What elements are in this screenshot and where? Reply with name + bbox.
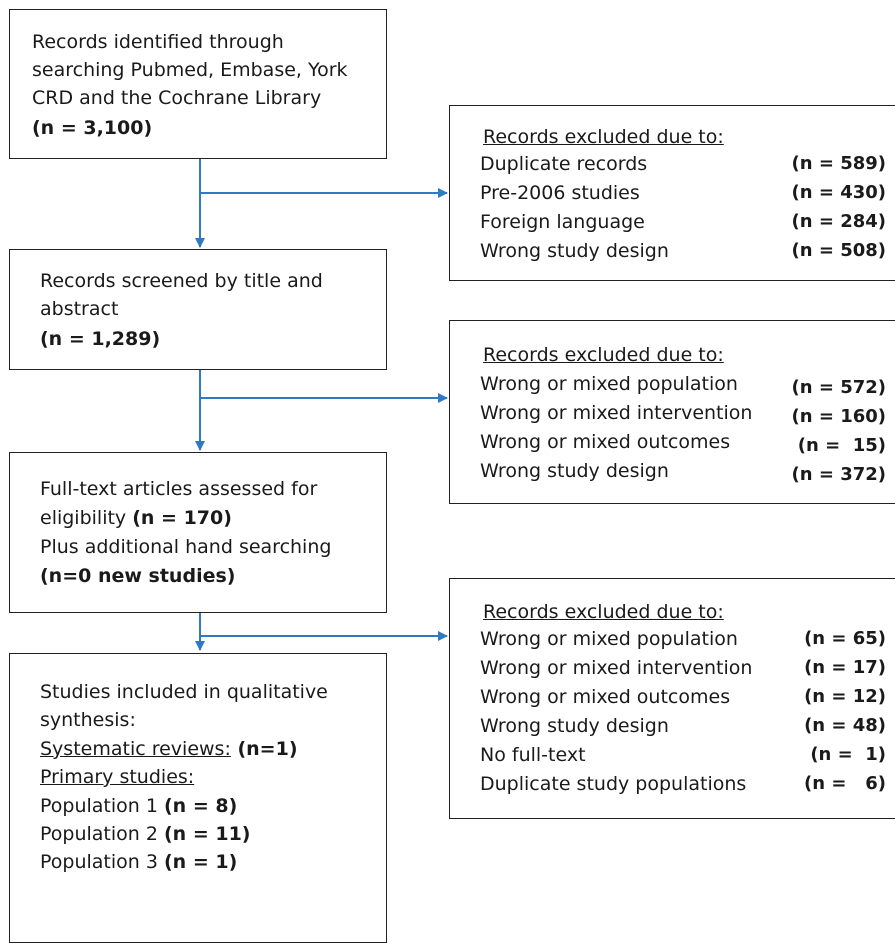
exclusion-box-2: Records excluded due to: Wrong or mixed … <box>449 320 895 504</box>
exclusion-label: Wrong study design <box>480 715 669 737</box>
exclusion-count: (n = 372) <box>791 464 886 485</box>
exclusion-count: (n = 17) <box>804 657 886 678</box>
exclusion-2-row: Wrong or mixed outcomes (n = 15) <box>480 428 895 456</box>
exclusion-1-row: Foreign language (n = 284) <box>480 208 895 236</box>
population-line: Population 1 (n = 8) <box>40 792 386 820</box>
exclusion-label: Wrong or mixed population <box>480 628 738 650</box>
exclusion-count: (n = 48) <box>804 715 886 736</box>
exclusion-3-row: Wrong or mixed outcomes (n = 12) <box>480 683 895 711</box>
population-line: Population 3 (n = 1) <box>40 848 386 876</box>
box2-line-1: Records screened by title and <box>40 270 323 292</box>
exclusion-count: (n = 430) <box>791 182 886 203</box>
box4-line-2: synthesis: <box>40 709 136 731</box>
exclusion-label: Wrong or mixed intervention <box>480 402 753 424</box>
exclusion-count: (n = 160) <box>791 406 886 427</box>
exclusion-1-row: Duplicate records (n = 589) <box>480 150 895 178</box>
box3-line-3: Plus additional hand searching <box>40 536 332 558</box>
exclusion-count: (n = 508) <box>791 240 886 261</box>
exclusion-count: (n = 12) <box>804 686 886 707</box>
exclusion-3-row: Duplicate study populations (n = 6) <box>480 770 895 798</box>
exclusion-2-row: Wrong or mixed population (n = 572) <box>480 370 895 398</box>
full-text-assessed-box: Full-text articles assessed for eligibil… <box>9 452 387 613</box>
studies-included-box: Studies included in qualitative synthesi… <box>9 653 387 943</box>
population-label: Population 3 <box>40 851 164 873</box>
exclusion-2-title: Records excluded due to: <box>483 344 724 366</box>
exclusion-2-row: Wrong study design (n = 372) <box>480 457 895 485</box>
exclusion-1-title: Records excluded due to: <box>483 126 724 148</box>
box1-count: (n = 3,100) <box>32 117 153 139</box>
box3-line-2: eligibility (n = 170) <box>40 504 386 532</box>
exclusion-1-row: Pre-2006 studies (n = 430) <box>480 179 895 207</box>
exclusion-count: (n = 1) <box>810 744 886 765</box>
exclusion-label: No full-text <box>480 744 586 766</box>
population-count: (n = 8) <box>164 795 238 817</box>
exclusion-3-row: No full-text (n = 1) <box>480 741 895 769</box>
exclusion-3-row: Wrong study design (n = 48) <box>480 712 895 740</box>
exclusion-3-row: Wrong or mixed intervention (n = 17) <box>480 654 895 682</box>
population-label: Population 1 <box>40 795 164 817</box>
box3-eligibility-text: eligibility <box>40 507 133 529</box>
exclusion-2-row: Wrong or mixed intervention (n = 160) <box>480 399 895 427</box>
primary-studies-label: Primary studies: <box>40 766 195 788</box>
records-identified-box: Records identified through searching Pub… <box>9 9 387 159</box>
exclusion-label: Duplicate study populations <box>480 773 747 795</box>
exclusion-label: Wrong or mixed population <box>480 373 738 395</box>
box3-line-1: Full-text articles assessed for <box>40 478 318 500</box>
population-count: (n = 1) <box>164 851 238 873</box>
box4-line-1: Studies included in qualitative <box>40 681 328 703</box>
box1-line-3: CRD and the Cochrane Library <box>32 87 322 109</box>
exclusion-3-row: Wrong or mixed population (n = 65) <box>480 625 895 653</box>
population-line: Population 2 (n = 11) <box>40 820 386 848</box>
exclusion-box-1: Records excluded due to: Duplicate recor… <box>449 105 895 281</box>
exclusion-label: Duplicate records <box>480 153 648 175</box>
box1-line-1: Records identified through <box>32 31 284 53</box>
exclusion-label: Wrong or mixed intervention <box>480 657 753 679</box>
systematic-reviews-line: Systematic reviews: (n=1) <box>40 735 386 763</box>
exclusion-count: (n = 284) <box>791 211 886 232</box>
systematic-reviews-count: (n=1) <box>230 738 298 760</box>
exclusion-label: Wrong or mixed outcomes <box>480 686 731 708</box>
exclusion-label: Wrong study design <box>480 240 669 262</box>
box2-count: (n = 1,289) <box>40 328 161 350</box>
population-label: Population 2 <box>40 823 164 845</box>
box2-line-2: abstract <box>40 298 119 320</box>
systematic-reviews-label: Systematic reviews: <box>40 738 231 760</box>
exclusion-label: Wrong study design <box>480 460 669 482</box>
box1-line-2: searching Pubmed, Embase, York <box>32 59 348 81</box>
exclusion-label: Wrong or mixed outcomes <box>480 431 731 453</box>
population-count: (n = 11) <box>164 823 251 845</box>
exclusion-count: (n = 572) <box>791 377 886 398</box>
exclusion-label: Pre-2006 studies <box>480 182 640 204</box>
records-screened-box: Records screened by title and abstract (… <box>9 249 387 370</box>
exclusion-label: Foreign language <box>480 211 645 233</box>
exclusion-count: (n = 589) <box>791 153 886 174</box>
box3-eligibility-count: (n = 170) <box>132 507 232 529</box>
box3-line-4: (n=0 new studies) <box>40 565 236 587</box>
exclusion-3-title: Records excluded due to: <box>483 601 724 623</box>
exclusion-box-3: Records excluded due to: Wrong or mixed … <box>449 578 895 819</box>
exclusion-count: (n = 15) <box>797 435 886 456</box>
exclusion-count: (n = 65) <box>804 628 886 649</box>
exclusion-1-row: Wrong study design (n = 508) <box>480 237 895 265</box>
exclusion-count: (n = 6) <box>804 773 886 794</box>
